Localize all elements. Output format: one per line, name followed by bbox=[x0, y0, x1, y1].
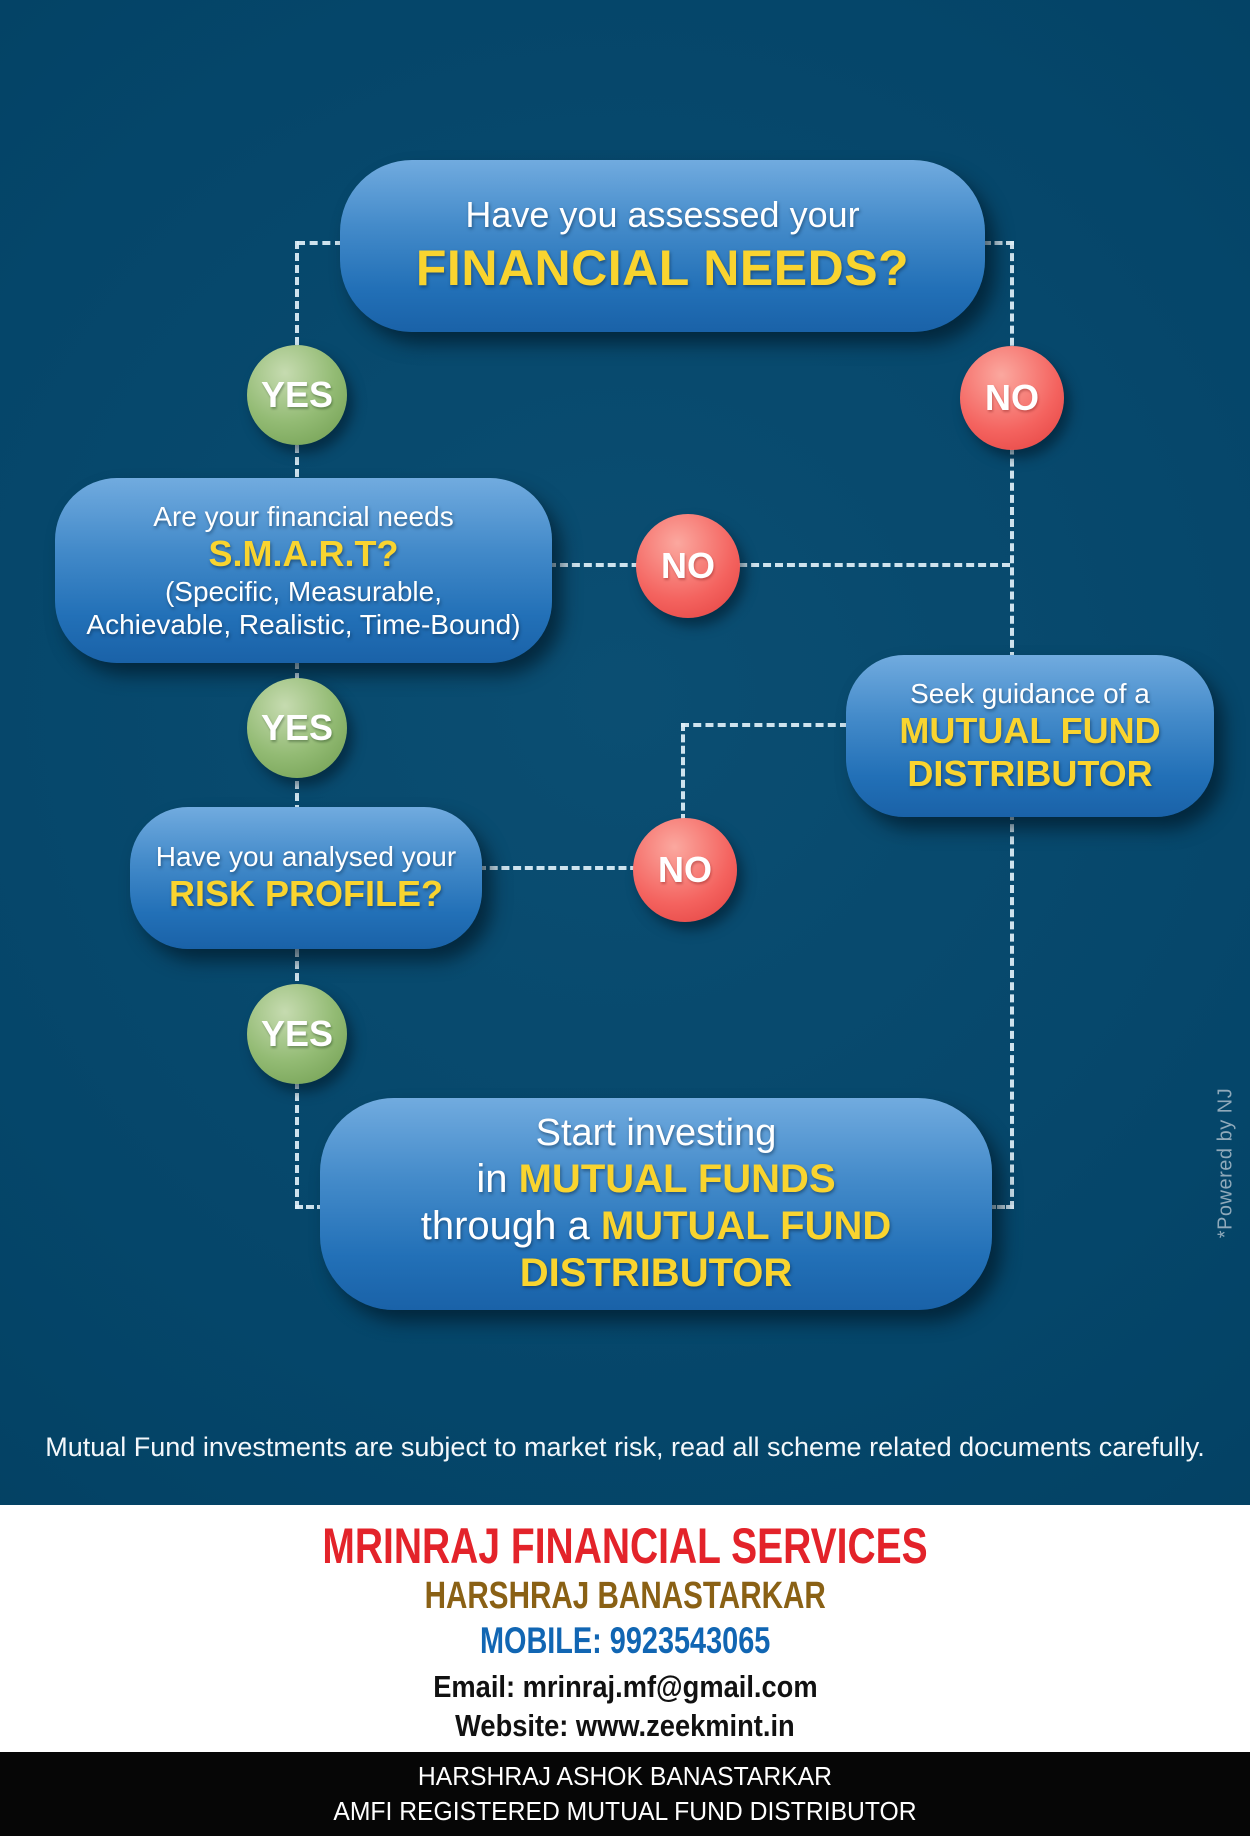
connector-right-bottom-elbow bbox=[988, 1205, 1014, 1209]
connector-risk-no bbox=[478, 866, 685, 870]
connector-right-vertical-lower bbox=[1010, 812, 1014, 1209]
contact-section: MRINRAJ FINANCIAL SERVICES HARSHRAJ BANA… bbox=[0, 1505, 1250, 1752]
footer-name: HARSHRAJ ASHOK BANASTARKAR bbox=[417, 1761, 833, 1791]
footer-bar: HARSHRAJ ASHOK BANASTARKAR AMFI REGISTER… bbox=[0, 1752, 1250, 1836]
question-text: Have you analysed your bbox=[155, 841, 457, 873]
no-label: NO bbox=[658, 849, 712, 890]
no-badge-2: NO bbox=[636, 514, 740, 618]
outcome-box-start-investing: Start investing in MUTUAL FUNDS through … bbox=[320, 1098, 992, 1310]
outcome-text-prefix: through a bbox=[420, 1203, 601, 1248]
no-label: NO bbox=[661, 545, 715, 586]
connector-top-left-elbow bbox=[297, 241, 343, 245]
question-text: Are your financial needs bbox=[153, 500, 454, 532]
yes-label: YES bbox=[260, 1013, 334, 1054]
website-url: Website: www.zeekmint.in bbox=[0, 1710, 1250, 1741]
yes-label: YES bbox=[260, 707, 334, 748]
question-box-risk-profile: Have you analysed your RISK PROFILE? bbox=[130, 807, 482, 949]
outcome-text: in MUTUAL FUNDS bbox=[476, 1156, 835, 1203]
yes-badge-2: YES bbox=[247, 678, 347, 778]
outcome-highlight: DISTRIBUTOR bbox=[519, 1251, 793, 1295]
disclaimer-text: Mutual Fund investments are subject to m… bbox=[45, 1432, 1205, 1462]
connector-left-bottom-elbow bbox=[295, 1205, 325, 1209]
email-address-text: Email: mrinraj.mf@gmail.com bbox=[432, 1669, 818, 1704]
connector-smart-no bbox=[548, 563, 1010, 567]
yes-label: YES bbox=[260, 374, 334, 415]
website-url-text: Website: www.zeekmint.in bbox=[455, 1708, 795, 1743]
no-badge-3: NO bbox=[633, 818, 737, 922]
connector-no-to-seek-horizontal bbox=[681, 723, 848, 727]
outcome-text: Start investing bbox=[535, 1111, 777, 1154]
no-label: NO bbox=[985, 377, 1039, 418]
distributor-name-text: HARSHRAJ BANASTARKAR bbox=[424, 1575, 826, 1617]
distributor-name: HARSHRAJ BANASTARKAR bbox=[0, 1577, 1250, 1615]
question-text: Achievable, Realistic, Time-Bound) bbox=[86, 609, 521, 641]
no-badge-1: NO bbox=[960, 346, 1064, 450]
mobile-number: MOBILE: 9923543065 bbox=[0, 1622, 1250, 1659]
company-name: MRINRAJ FINANCIAL SERVICES bbox=[0, 1521, 1250, 1571]
yes-badge-1: YES bbox=[247, 345, 347, 445]
outcome-text-prefix: in bbox=[476, 1156, 519, 1201]
outcome-highlight: MUTUAL FUNDS bbox=[518, 1156, 836, 1201]
footer-registration: AMFI REGISTERED MUTUAL FUND DISTRIBUTOR bbox=[333, 1796, 917, 1826]
outcome-box-seek-distributor: Seek guidance of a MUTUAL FUND DISTRIBUT… bbox=[846, 655, 1214, 817]
connector-top-right-elbow bbox=[983, 241, 1014, 245]
question-text: Have you assessed your bbox=[465, 194, 860, 236]
question-text: (Specific, Measurable, bbox=[164, 576, 442, 608]
yes-badge-3: YES bbox=[247, 984, 347, 1084]
question-box-smart: Are your financial needs S.M.A.R.T? (Spe… bbox=[55, 478, 552, 663]
question-box-financial-needs: Have you assessed your FINANCIAL NEEDS? bbox=[340, 160, 985, 332]
outcome-text: through a MUTUAL FUND bbox=[421, 1203, 891, 1250]
question-highlight: FINANCIAL NEEDS? bbox=[415, 239, 910, 296]
outcome-highlight: MUTUAL FUND bbox=[600, 1203, 892, 1248]
connector-no-to-seek-vertical bbox=[681, 723, 685, 822]
outcome-highlight: DISTRIBUTOR bbox=[907, 752, 1153, 794]
mobile-number-text: MOBILE: 9923543065 bbox=[479, 1620, 771, 1661]
powered-by-watermark: *Powered by NJ bbox=[1214, 1087, 1237, 1239]
question-highlight: RISK PROFILE? bbox=[168, 873, 443, 915]
question-highlight: S.M.A.R.T? bbox=[208, 532, 399, 574]
company-name-text: MRINRAJ FINANCIAL SERVICES bbox=[322, 1518, 928, 1574]
email-address: Email: mrinraj.mf@gmail.com bbox=[0, 1671, 1250, 1702]
connector-right-vertical-upper bbox=[1010, 241, 1014, 660]
outcome-highlight: MUTUAL FUND bbox=[899, 710, 1161, 752]
outcome-text: Seek guidance of a bbox=[910, 678, 1150, 710]
